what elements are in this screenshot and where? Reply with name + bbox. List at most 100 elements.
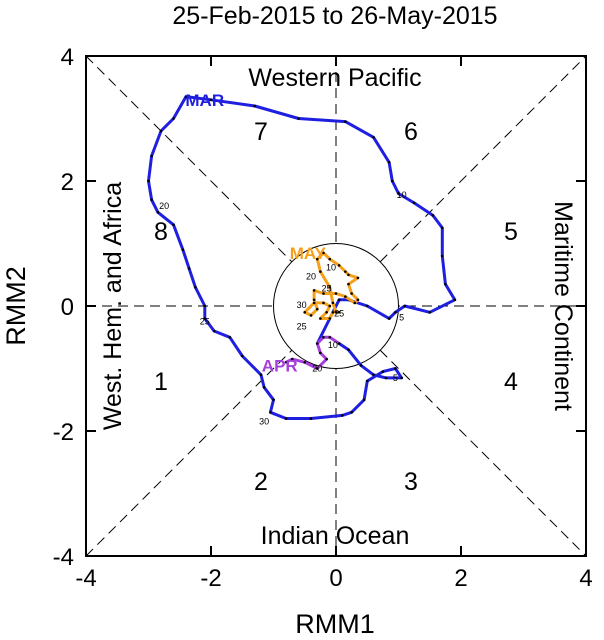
day-marker [262, 385, 266, 389]
y-axis-label: RMM2 [1, 266, 31, 346]
day-marker [400, 376, 403, 380]
day-marker [328, 317, 332, 320]
day-marker [284, 417, 288, 420]
day-marker [337, 264, 341, 267]
day-marker [372, 373, 375, 377]
day-label: 20 [306, 272, 316, 282]
day-marker [359, 364, 363, 367]
day-marker [344, 120, 347, 123]
day-marker [319, 351, 322, 355]
day-marker [365, 304, 369, 308]
x-tick-label: 4 [579, 565, 592, 592]
day-marker [319, 270, 322, 273]
phase-label: 1 [154, 368, 168, 396]
phase-label: 7 [254, 118, 268, 146]
day-marker [159, 129, 163, 133]
day-marker [303, 310, 307, 314]
day-marker [309, 314, 313, 317]
month-label-may: MAY [290, 244, 327, 263]
day-marker [356, 298, 360, 302]
day-marker [453, 298, 457, 302]
day-marker [362, 398, 366, 402]
day-marker [322, 301, 325, 305]
day-marker [194, 285, 197, 289]
day-marker [156, 210, 160, 214]
day-marker [269, 410, 272, 414]
day-marker [328, 335, 332, 339]
day-marker [172, 117, 175, 120]
x-tick-label: 0 [329, 565, 342, 592]
day-marker [150, 154, 153, 158]
day-label: 5 [399, 312, 404, 322]
day-marker [325, 310, 328, 314]
day-marker [315, 367, 319, 370]
day-marker [428, 310, 432, 314]
day-marker [315, 342, 319, 345]
day-marker [150, 198, 153, 202]
day-marker [440, 226, 444, 230]
region-label-top: Western Pacific [248, 64, 421, 92]
y-tick-label: 2 [61, 169, 74, 196]
day-marker [312, 301, 316, 305]
day-marker [337, 298, 341, 302]
phase-label: 3 [404, 468, 418, 496]
day-marker [334, 292, 338, 295]
day-marker [303, 360, 307, 364]
day-marker [344, 295, 347, 298]
day-marker [228, 335, 232, 339]
day-marker [253, 104, 257, 108]
y-tick-label: -4 [53, 544, 74, 571]
day-marker [381, 370, 385, 373]
day-marker [337, 310, 341, 314]
day-marker [397, 192, 400, 195]
day-marker [240, 354, 244, 358]
day-label: 10 [397, 190, 407, 200]
phase-label: 2 [254, 468, 268, 496]
day-marker [325, 357, 328, 361]
day-label: 25 [200, 317, 210, 327]
y-tick-label: 4 [61, 44, 74, 71]
day-marker [322, 292, 325, 295]
day-marker [337, 342, 341, 345]
day-marker [328, 257, 332, 261]
day-marker [372, 135, 375, 139]
day-marker [431, 214, 435, 217]
region-label-bottom: Indian Ocean [261, 522, 410, 550]
day-marker [203, 304, 207, 308]
phase-label: 6 [404, 118, 418, 146]
day-label: 25 [322, 284, 332, 294]
day-marker [412, 201, 416, 205]
day-marker [181, 248, 185, 252]
day-marker [390, 179, 394, 183]
month-label-apr: APR [262, 356, 298, 375]
day-marker [319, 317, 322, 320]
phase-label: 8 [154, 218, 168, 246]
day-marker [347, 282, 350, 286]
day-marker [394, 310, 397, 314]
region-label-left: West. Hem. and Africa [99, 182, 127, 430]
day-label: 10 [326, 262, 336, 272]
day-label: 25 [334, 309, 344, 319]
day-marker [350, 292, 353, 295]
day-marker [347, 273, 350, 277]
plot-area: -4 -2 0 2 4 -4 -2 0 2 4 1 2 3 4 5 6 7 8 5 10 20 25 30 5 10 20 25 10… [53, 44, 593, 592]
day-marker [203, 317, 207, 320]
day-marker [328, 285, 332, 289]
day-marker [297, 117, 300, 120]
day-marker [387, 160, 391, 164]
day-marker [209, 98, 213, 102]
chart-title: 25-Feb-2015 to 26-May-2015 [172, 2, 497, 30]
day-label: 20 [159, 201, 169, 211]
day-label: 10 [328, 340, 338, 350]
day-marker [365, 379, 369, 383]
day-marker [315, 257, 319, 261]
day-marker [356, 276, 360, 280]
day-marker [315, 307, 319, 311]
day-marker [284, 360, 288, 364]
trajectory-mar [147, 95, 457, 420]
day-marker [440, 254, 444, 258]
trajectory-apr [285, 335, 340, 370]
day-marker [444, 282, 447, 286]
day-marker [334, 310, 338, 314]
